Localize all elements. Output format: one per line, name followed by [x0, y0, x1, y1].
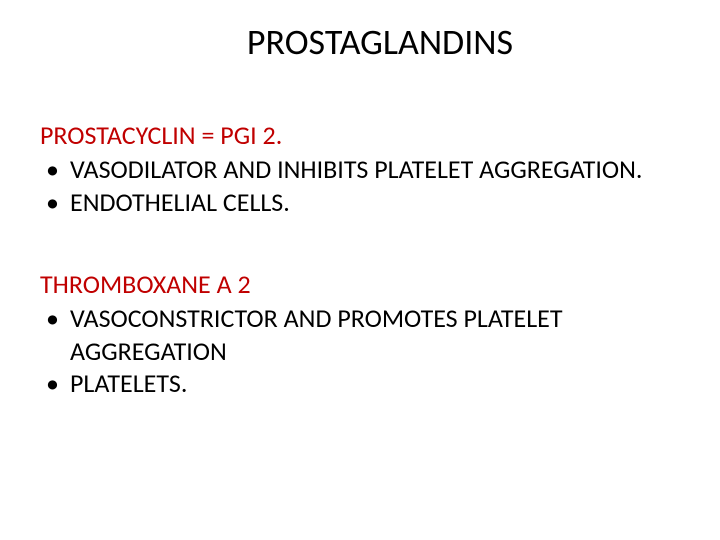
section-1: PROSTACYCLIN = PGI 2. VASODILATOR AND IN…: [40, 119, 680, 218]
section-2: THROMBOXANE A 2 VASOCONSTRICTOR AND PROM…: [40, 268, 680, 400]
list-item: VASOCONSTRICTOR AND PROMOTES PLATELET AG…: [40, 302, 680, 367]
list-item: VASODILATOR AND INHIBITS PLATELET AGGREG…: [40, 153, 680, 186]
section-heading-1: PROSTACYCLIN = PGI 2.: [40, 119, 680, 151]
bullet-list-1: VASODILATOR AND INHIBITS PLATELET AGGREG…: [40, 153, 680, 218]
list-item: ENDOTHELIAL CELLS.: [40, 186, 680, 219]
section-heading-2: THROMBOXANE A 2: [40, 268, 680, 300]
page-title: PROSTAGLANDINS: [80, 20, 680, 64]
bullet-list-2: VASOCONSTRICTOR AND PROMOTES PLATELET AG…: [40, 302, 680, 400]
list-item: PLATELETS.: [40, 367, 680, 400]
